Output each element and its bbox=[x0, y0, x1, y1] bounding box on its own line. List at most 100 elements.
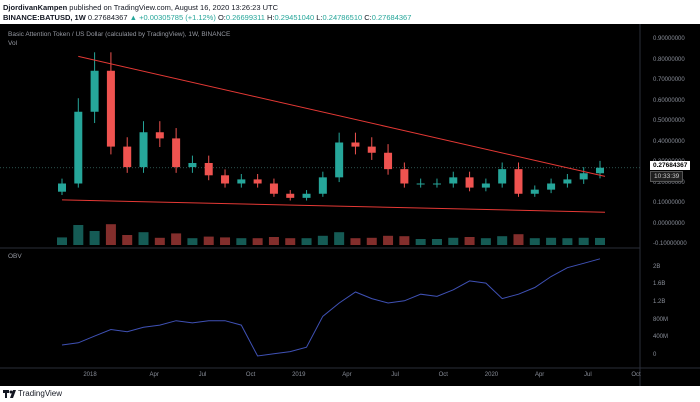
high-value: 0.29451040 bbox=[274, 13, 315, 22]
candle-body bbox=[221, 175, 230, 184]
time-axis-label: 2020 bbox=[484, 372, 499, 378]
obv-label: OBV bbox=[8, 253, 22, 260]
volume-bar bbox=[350, 238, 361, 245]
price-axis-label: 0.50000000 bbox=[653, 118, 685, 124]
candle-body bbox=[530, 189, 539, 194]
tradingview-logo-icon[interactable] bbox=[3, 389, 17, 399]
last-price: 0.27684367 bbox=[87, 13, 128, 22]
close-label: C: bbox=[364, 13, 372, 22]
candle-body bbox=[514, 169, 523, 194]
time-axis-label: Jul bbox=[583, 372, 592, 378]
candle-body bbox=[237, 179, 246, 184]
volume-bar bbox=[138, 232, 149, 245]
volume-bar bbox=[285, 238, 296, 245]
volume-bar bbox=[415, 239, 426, 245]
volume-bar bbox=[399, 236, 410, 245]
volume-bar bbox=[317, 235, 328, 245]
volume-bar bbox=[578, 237, 589, 245]
time-axis-label: Apr bbox=[342, 372, 352, 378]
obv-axis-label: 400M bbox=[653, 334, 669, 341]
time-axis-label: Apr bbox=[534, 372, 545, 378]
candle-body bbox=[367, 146, 376, 153]
candle-body bbox=[449, 177, 458, 184]
price-axis-label: -0.10000000 bbox=[653, 241, 687, 247]
price-axis-label: 0.60000000 bbox=[653, 97, 685, 104]
time-axis-label: Oct bbox=[438, 372, 448, 378]
candle-body bbox=[416, 183, 425, 185]
time-axis-label: Jul bbox=[198, 372, 207, 378]
candle-body bbox=[432, 183, 441, 185]
volume-bar bbox=[73, 225, 84, 245]
close-value: 0.27684367 bbox=[371, 13, 412, 22]
candle-body bbox=[74, 111, 83, 184]
candle-body bbox=[139, 132, 148, 168]
candle-body bbox=[547, 183, 556, 190]
time-axis-label: Apr bbox=[149, 372, 159, 378]
open-value: 0.26699311 bbox=[225, 13, 265, 22]
volume-bar bbox=[448, 237, 459, 245]
up-arrow-icon: ▲ bbox=[129, 13, 138, 22]
volume-bar bbox=[89, 231, 100, 245]
candle-body bbox=[351, 142, 360, 147]
time-axis-label: Oct bbox=[245, 372, 256, 378]
volume-bar bbox=[562, 238, 573, 245]
price-change: +0.00305785 (+1.12%) bbox=[139, 13, 216, 22]
time-axis-label: 2018 bbox=[83, 372, 97, 378]
candle-body bbox=[563, 179, 572, 184]
candle-body bbox=[286, 193, 295, 198]
obv-axis-label: 0 bbox=[653, 352, 657, 358]
candle-body bbox=[465, 177, 474, 188]
volume-bar bbox=[595, 237, 605, 245]
price-axis-label: 0.10000000 bbox=[653, 200, 685, 206]
price-axis-label: 0.40000000 bbox=[653, 138, 685, 145]
candle-body bbox=[498, 169, 507, 184]
chart-header: DjordivanKampen published on TradingView… bbox=[0, 0, 700, 24]
volume-bar bbox=[513, 234, 524, 245]
candle-body bbox=[123, 146, 132, 168]
symbol-name: BINANCE:BATUSD, 1W bbox=[3, 13, 86, 22]
price-axis-label: 0.00000000 bbox=[653, 220, 685, 227]
volume-bar bbox=[122, 235, 133, 245]
candle-body bbox=[596, 167, 604, 174]
volume-bar bbox=[546, 237, 557, 245]
volume-bar bbox=[366, 237, 377, 245]
obv-axis-label: 1.6B bbox=[653, 281, 666, 288]
obv-axis-label: 2B bbox=[653, 263, 661, 270]
last-price-tag: 0.27684367 bbox=[650, 161, 691, 170]
candle-body bbox=[302, 193, 311, 198]
candle-body bbox=[481, 183, 490, 188]
author-name[interactable]: DjordivanKampen bbox=[3, 3, 68, 12]
volume-bar bbox=[57, 237, 67, 245]
trendline bbox=[78, 55, 606, 177]
price-axis-label: 0.90000000 bbox=[653, 36, 685, 42]
volume-bar bbox=[301, 238, 312, 245]
candle-body bbox=[253, 179, 262, 184]
time-axis-label: Oct bbox=[631, 372, 641, 378]
obv-axis-label: 800M bbox=[653, 316, 669, 323]
candle-body bbox=[172, 138, 181, 168]
price-axis-label: 0.80000000 bbox=[653, 56, 685, 63]
time-axis-label: Jul bbox=[391, 372, 399, 378]
volume-bar bbox=[171, 233, 182, 245]
price-axis-label: 0.70000000 bbox=[653, 77, 685, 83]
volume-bar bbox=[497, 236, 508, 245]
trendline bbox=[61, 199, 606, 213]
volume-bar bbox=[480, 238, 491, 245]
low-label: L: bbox=[316, 13, 323, 22]
candle-body bbox=[335, 142, 344, 178]
candle-body bbox=[106, 70, 115, 147]
candle-body bbox=[188, 163, 197, 168]
footer-brand[interactable]: TradingView bbox=[18, 389, 63, 398]
candle-body bbox=[579, 173, 588, 180]
low-value: 0.24786510 bbox=[322, 13, 363, 22]
open-label: O: bbox=[217, 13, 226, 22]
chart-area[interactable] bbox=[0, 24, 700, 386]
candle-timer-tag: 10:33:39 bbox=[650, 171, 684, 182]
price-axis-label: 0.20000000 bbox=[653, 179, 685, 186]
chart-title: Basic Attention Token / US Dollar (calcu… bbox=[8, 31, 231, 38]
volume-bar bbox=[105, 224, 116, 245]
candle-body bbox=[318, 177, 327, 194]
candle-body bbox=[90, 70, 99, 112]
volume-bar bbox=[431, 239, 442, 245]
